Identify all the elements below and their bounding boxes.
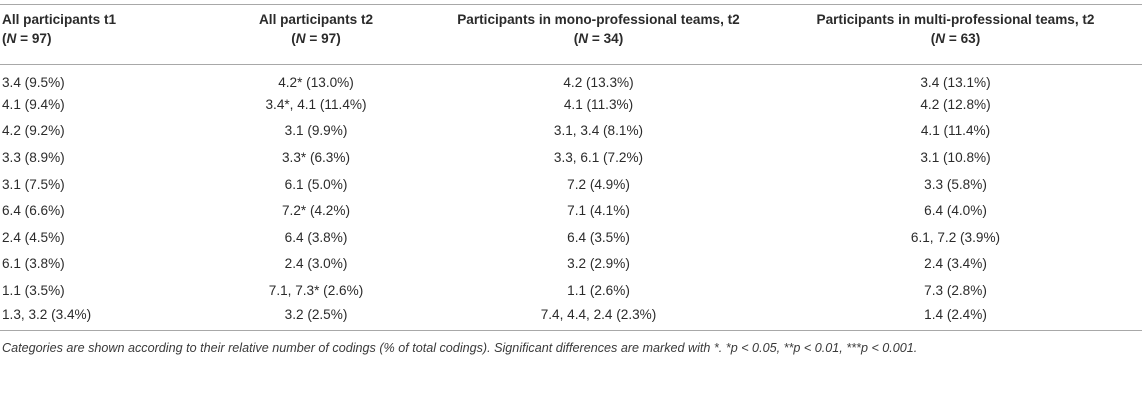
header-mono-t2: Participants in mono-professional teams,… (457, 12, 740, 46)
table-footnote: Categories are shown according to their … (2, 340, 918, 355)
header-title: All participants t2 (258, 12, 374, 27)
table-cell: 6.1 (5.0%) (284, 176, 348, 192)
table-cell: 3.3 (8.9%) (2, 150, 65, 166)
table-cell: 7.2* (4.2%) (281, 203, 350, 219)
table-row: 6.4 (6.6%) 7.2* (4.2%) 7.1 (4.1%) 6.4 (4… (0, 197, 1142, 224)
table-cell: 6.4 (3.8%) (284, 229, 348, 245)
table-row: 6.1 (3.8%) 2.4 (3.0%) 3.2 (2.9%) 2.4 (3.… (0, 251, 1142, 278)
table-cell: 6.1, 7.2 (3.9%) (910, 229, 1001, 245)
header-multi-t2: Participants in multi-professional teams… (816, 12, 1095, 46)
header-all-t1: All participants t1 (N = 97) (2, 12, 117, 46)
table-row: 1.3, 3.2 (3.4%) 3.2 (2.5%) 7.4, 4.4, 2.4… (0, 304, 1142, 331)
table-cell: 6.4 (3.5%) (567, 229, 630, 245)
table-cell: 1.1 (3.5%) (2, 283, 65, 299)
header-all-t2: All participants t2 (N = 97) (258, 12, 374, 46)
table-cell: 3.2 (2.5%) (284, 307, 348, 323)
header-title: Participants in multi-professional teams… (816, 12, 1095, 27)
table-cell: 7.4, 4.4, 2.4 (2.3%) (540, 307, 657, 323)
table-cell: 2.4 (4.5%) (2, 229, 65, 245)
header-row: All participants t1 (N = 97) All partici… (0, 4, 1142, 65)
table-cell: 7.3 (2.8%) (924, 283, 987, 299)
table-cell: 3.1 (9.9%) (284, 123, 348, 139)
results-table: All participants t1 (N = 97) All partici… (0, 4, 1142, 355)
table-cell: 4.1 (11.4%) (920, 123, 991, 139)
header-n-label: N (6, 31, 17, 46)
table-cell: 4.2 (13.3%) (563, 75, 634, 91)
table-cell: 3.3 (5.8%) (924, 176, 987, 192)
table-cell: 7.1 (4.1%) (567, 203, 630, 219)
table-row: 3.3 (8.9%) 3.3* (6.3%) 3.3, 6.1 (7.2%) 3… (0, 144, 1142, 171)
header-n-value: = 63) (948, 31, 981, 46)
table-cell: 4.1 (11.3%) (563, 96, 634, 112)
table-cell: 2.4 (3.4%) (924, 256, 987, 272)
table-row: 4.1 (9.4%) 3.4*, 4.1 (11.4%) 4.1 (11.3%)… (0, 91, 1142, 118)
table-row: 4.2 (9.2%) 3.1 (9.9%) 3.1, 3.4 (8.1%) 4.… (0, 118, 1142, 145)
header-n-value: = 97) (20, 31, 52, 46)
header-n-label: N (295, 31, 306, 46)
table-cell: 3.4*, 4.1 (11.4%) (265, 96, 367, 112)
table-cell: 2.4 (3.0%) (284, 256, 348, 272)
table-cell: 3.2 (2.9%) (567, 256, 630, 272)
table-cell: 1.4 (2.4%) (924, 307, 987, 323)
table-cell: 7.1, 7.3* (2.6%) (268, 283, 364, 299)
table-cell: 3.1 (10.8%) (920, 150, 991, 166)
header-title: All participants t1 (2, 12, 117, 27)
table-cell: 1.1 (2.6%) (567, 283, 630, 299)
table-cell: 3.3, 6.1 (7.2%) (553, 150, 644, 166)
footnote-row: Categories are shown according to their … (0, 330, 1142, 355)
table-cell: 1.3, 3.2 (3.4%) (2, 307, 92, 323)
table-row: 3.4 (9.5%) 4.2* (13.0%) 4.2 (13.3%) 3.4 … (0, 65, 1142, 92)
header-n-value: = 34) (591, 31, 624, 46)
header-n-value: = 97) (309, 31, 341, 46)
header-n-label: N (578, 31, 589, 46)
header-title: Participants in mono-professional teams,… (457, 12, 740, 27)
table-cell: 3.3* (6.3%) (281, 150, 350, 166)
table-cell: 3.1, 3.4 (8.1%) (553, 123, 644, 139)
table-row: 2.4 (4.5%) 6.4 (3.8%) 6.4 (3.5%) 6.1, 7.… (0, 224, 1142, 251)
table-cell: 3.4 (9.5%) (2, 75, 65, 91)
table-cell: 4.2* (13.0%) (278, 75, 354, 91)
table-row: 1.1 (3.5%) 7.1, 7.3* (2.6%) 1.1 (2.6%) 7… (0, 277, 1142, 304)
table-cell: 6.1 (3.8%) (2, 256, 65, 272)
table-cell: 6.4 (4.0%) (924, 203, 987, 219)
table-cell: 6.4 (6.6%) (2, 203, 65, 219)
table-cell: 4.1 (9.4%) (2, 96, 65, 112)
table-cell: 3.4 (13.1%) (920, 75, 991, 91)
table-cell: 3.1 (7.5%) (2, 176, 65, 192)
table-cell: 4.2 (12.8%) (920, 96, 991, 112)
table-row: 3.1 (7.5%) 6.1 (5.0%) 7.2 (4.9%) 3.3 (5.… (0, 171, 1142, 198)
table-cell: 7.2 (4.9%) (567, 176, 630, 192)
table-cell: 4.2 (9.2%) (2, 123, 65, 139)
header-n-label: N (935, 31, 946, 46)
